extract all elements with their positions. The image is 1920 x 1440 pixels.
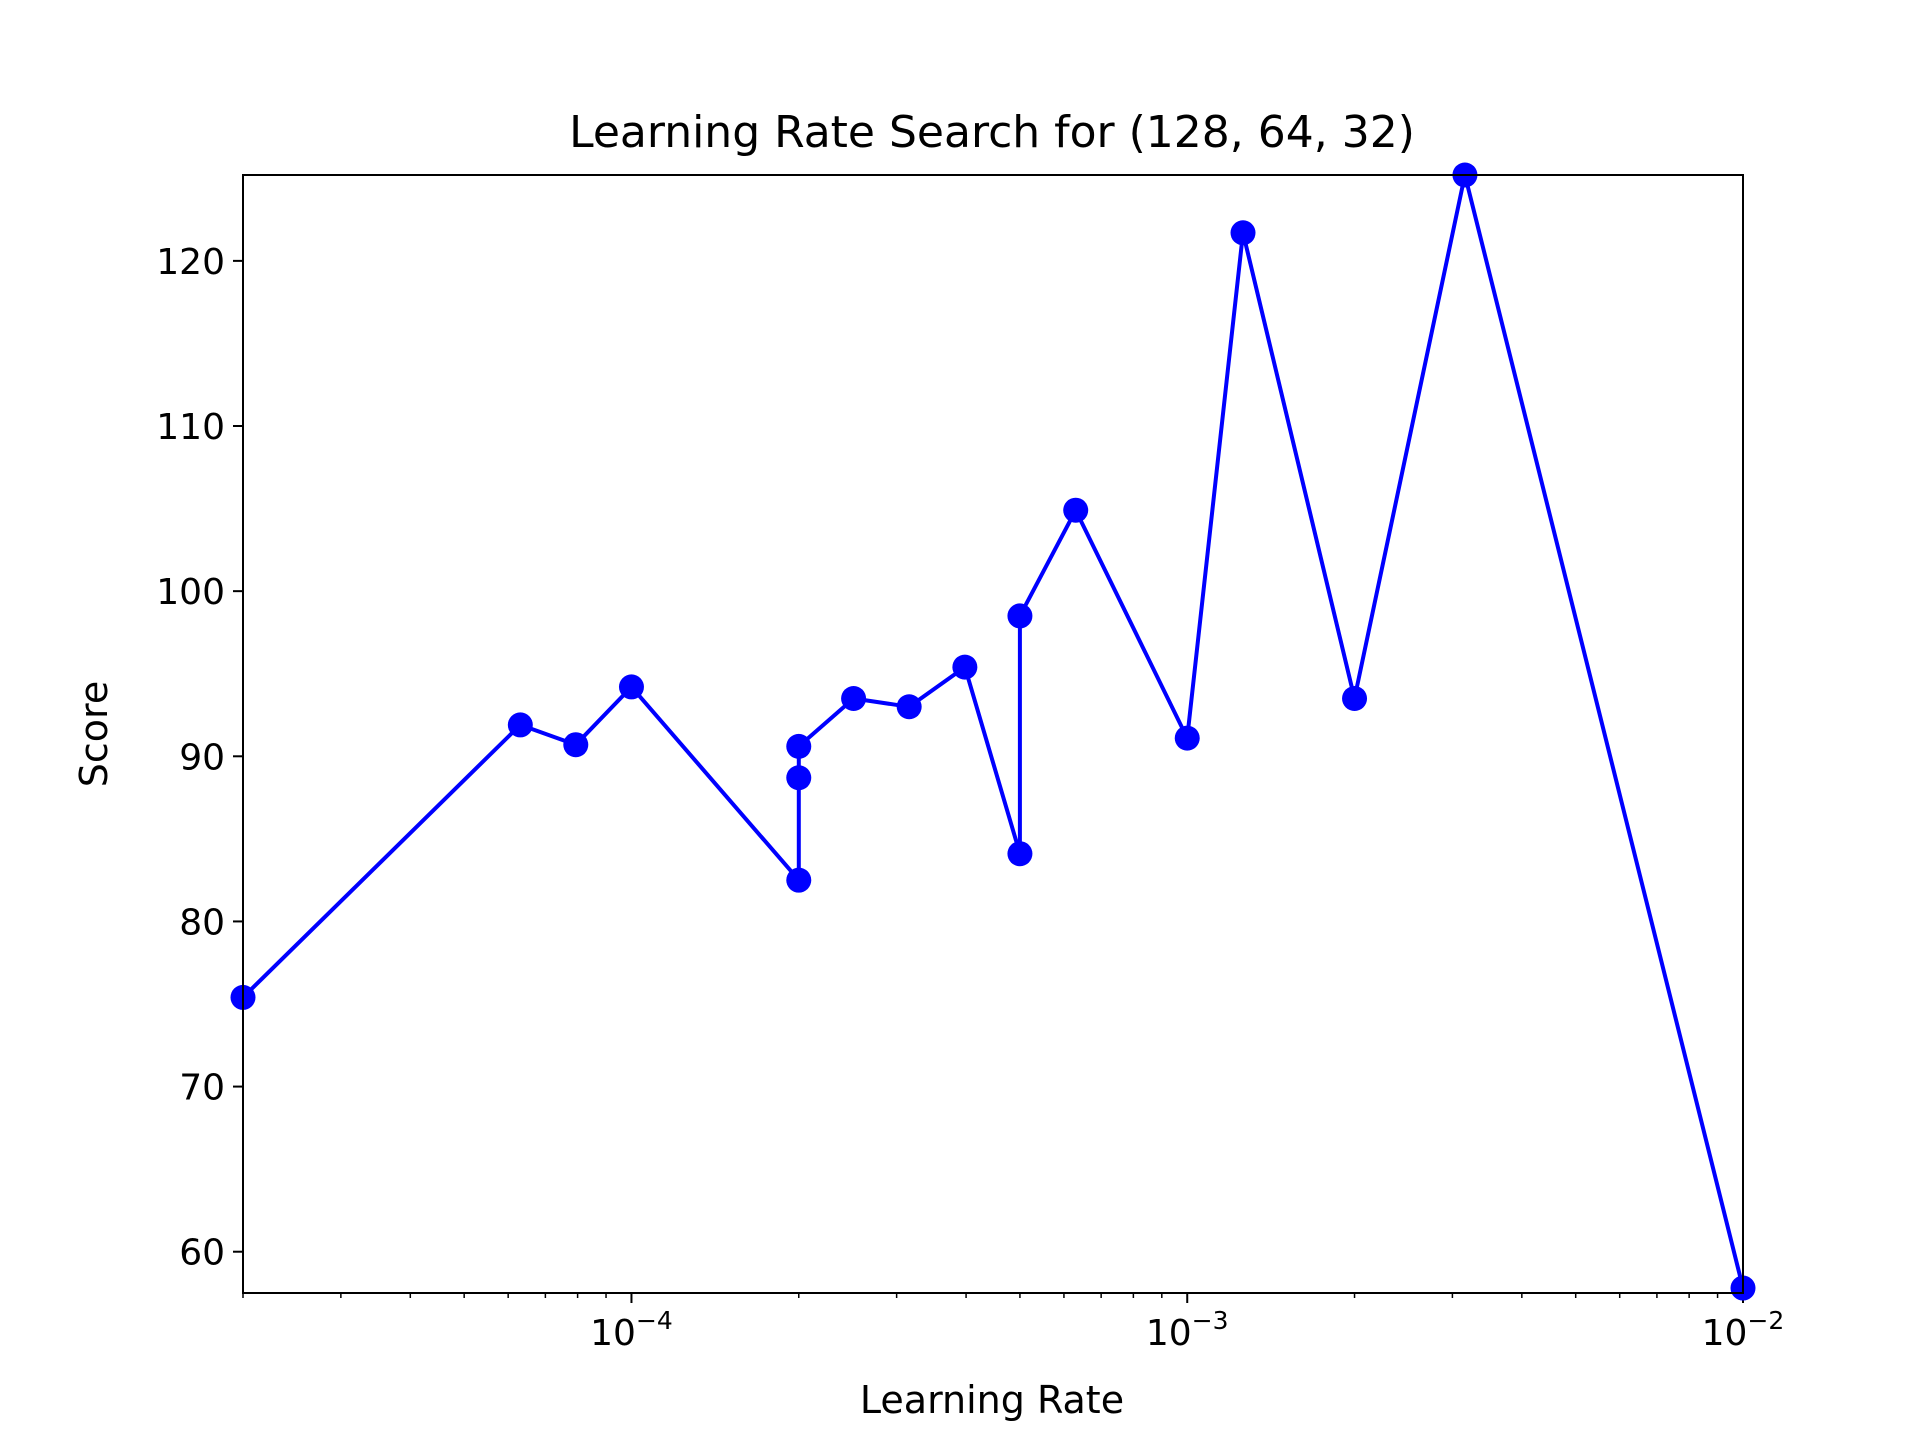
- y-axis-label: Score: [72, 681, 116, 787]
- plot-frame: [242, 174, 1744, 1294]
- data-point: [618, 674, 644, 700]
- y-tick-label: 60: [179, 1233, 225, 1274]
- data-point: [786, 733, 812, 759]
- x-axis-ticks: 10−4 10−3 10−2: [242, 1293, 1785, 1354]
- data-point: [841, 685, 867, 711]
- y-axis-ticks: 60 70 80 90 100 110 120: [156, 242, 243, 1274]
- data-point: [1174, 725, 1200, 751]
- x-tick-label: 10−3: [1146, 1306, 1229, 1354]
- x-tick-label: 10−2: [1702, 1306, 1785, 1354]
- data-point: [786, 867, 812, 893]
- data-point: [952, 654, 978, 680]
- series-line: [241, 173, 1745, 1289]
- data-point: [1007, 841, 1033, 867]
- y-tick-label: 70: [179, 1068, 225, 1109]
- x-tick-label: 10−4: [590, 1306, 673, 1354]
- chart-title: Learning Rate Search for (128, 64, 32): [569, 107, 1415, 158]
- data-point: [1007, 603, 1033, 629]
- data-series: [230, 162, 1756, 1301]
- data-point: [1342, 685, 1368, 711]
- data-point: [507, 712, 533, 738]
- y-tick-label: 100: [156, 572, 225, 613]
- data-point: [1230, 220, 1256, 246]
- data-point: [786, 765, 812, 791]
- x-axis-label: Learning Rate: [860, 1378, 1124, 1422]
- y-tick-label: 120: [156, 242, 225, 283]
- data-point: [896, 694, 922, 720]
- y-tick-label: 90: [179, 737, 225, 778]
- data-point: [1063, 497, 1089, 523]
- y-tick-label: 110: [156, 407, 225, 448]
- data-point: [563, 732, 589, 758]
- y-tick-label: 80: [179, 902, 225, 943]
